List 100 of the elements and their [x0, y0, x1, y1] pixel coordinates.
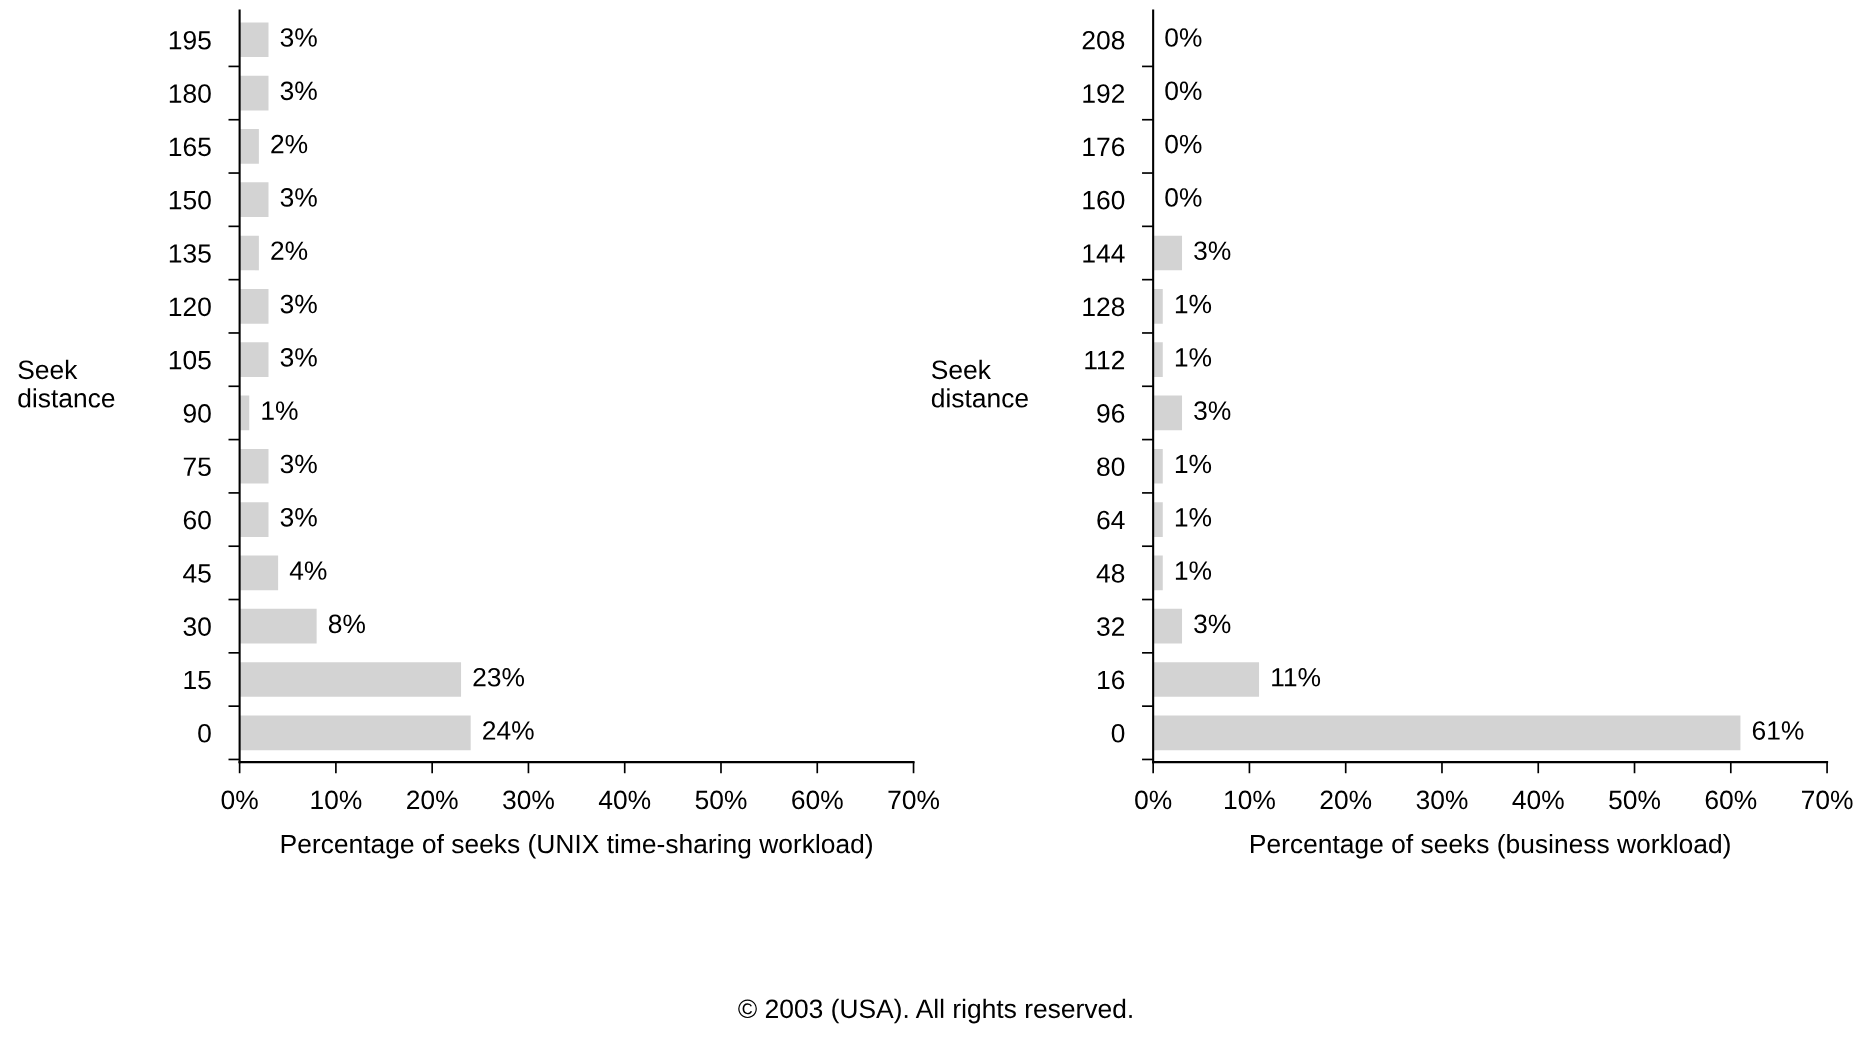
data-label: 11% [1272, 668, 1321, 687]
bar [1153, 288, 1163, 324]
y-tick-label: 16 [1098, 670, 1125, 690]
data-label: 8% [328, 614, 365, 634]
bar [239, 448, 269, 484]
y-tick-label: 15 [184, 670, 211, 690]
x-tick-label: 50% [695, 790, 747, 810]
y-tick-label: 208 [1082, 30, 1125, 50]
data-label: 23% [473, 667, 525, 687]
bar [239, 129, 259, 164]
data-label: 24% [483, 721, 534, 740]
y-tick-label: 128 [1083, 297, 1125, 317]
data-label: 3% [280, 454, 317, 474]
x-tick-label: 10% [311, 790, 362, 810]
y-tick-label: 75 [183, 457, 211, 477]
data-label: 0% [1165, 81, 1202, 101]
data-label: 3% [280, 188, 317, 207]
x-tick-label: 70% [1802, 790, 1853, 810]
data-label: 1% [1175, 454, 1212, 474]
bar [1153, 715, 1741, 751]
y-tick-label: 135 [169, 244, 211, 263]
y-tick-label: 195 [169, 30, 211, 50]
bar [1153, 608, 1183, 644]
x-tick-label: 30% [503, 790, 554, 810]
bar [239, 715, 471, 751]
x-tick-label: 10% [1225, 790, 1275, 810]
bar [239, 288, 269, 324]
x-tick-label: 30% [1416, 790, 1468, 810]
x-tick-label: 60% [792, 790, 843, 810]
bar [239, 555, 279, 591]
y-tick-label: 176 [1083, 137, 1125, 157]
data-label: 1% [1175, 348, 1212, 367]
x-tick-label: 0% [221, 790, 258, 810]
y-tick-label: 120 [169, 297, 211, 317]
data-label: 3% [280, 348, 317, 367]
y-axis-title: Seek distance [18, 359, 115, 408]
x-tick-label: 20% [1320, 790, 1372, 810]
x-axis-title: Percentage of seeks (UNIX time-sharing workload) [281, 833, 872, 859]
y-tick-label: 45 [183, 564, 211, 583]
y-tick-label: 48 [1096, 564, 1125, 583]
data-label: 3% [280, 28, 317, 47]
x-tick-label: 0% [1135, 790, 1172, 810]
data-label: 3% [280, 507, 317, 527]
data-label: 3% [280, 294, 317, 314]
y-tick-label: 165 [169, 137, 211, 157]
bar [1153, 448, 1163, 484]
y-axis-title: Seek distance [931, 359, 1028, 408]
data-label: 3% [1194, 241, 1231, 261]
data-label: 3% [280, 81, 317, 101]
x-tick-label: 60% [1705, 790, 1757, 810]
data-label: 0% [1165, 134, 1202, 154]
bar [1153, 662, 1260, 697]
x-tick-label: 50% [1609, 790, 1660, 810]
bar [1153, 235, 1183, 271]
y-tick-label: 160 [1083, 190, 1125, 210]
x-tick-label: 40% [598, 790, 651, 810]
y-tick-label: 80 [1097, 457, 1125, 477]
bar [239, 235, 259, 271]
data-label: 0% [1165, 28, 1202, 47]
bar [239, 75, 269, 111]
y-tick-label: 180 [169, 84, 211, 103]
y-tick-label: 90 [183, 404, 211, 423]
data-label: 1% [262, 401, 298, 420]
bar [1153, 342, 1163, 377]
bar [239, 182, 269, 218]
y-tick-label: 96 [1097, 404, 1125, 423]
bar [1153, 555, 1163, 591]
y-tick-label: 150 [169, 190, 211, 210]
bar [239, 342, 269, 377]
data-label: 61% [1752, 721, 1804, 740]
data-label: 2% [271, 241, 308, 260]
x-tick-label: 20% [407, 790, 458, 810]
y-tick-label: 112 [1085, 350, 1125, 370]
data-label: 2% [271, 134, 308, 154]
bar [239, 22, 269, 58]
bar [1153, 395, 1183, 431]
x-tick-label: 40% [1512, 790, 1564, 810]
x-tick-label: 70% [888, 790, 940, 810]
y-tick-label: 192 [1083, 84, 1125, 103]
y-tick-label: 64 [1097, 510, 1125, 530]
bar [239, 608, 317, 644]
data-label: 1% [1175, 294, 1212, 314]
data-label: 1% [1175, 508, 1212, 527]
text: © 2003 (USA). All rights reserved. [738, 998, 1132, 1024]
y-tick-label: 144 [1083, 244, 1125, 263]
y-tick-label: 32 [1097, 617, 1125, 636]
y-tick-label: 0 [198, 723, 211, 743]
data-label: 3% [1194, 401, 1231, 421]
bar [1153, 502, 1163, 537]
y-tick-label: 60 [183, 510, 211, 530]
x-axis-title: Percentage of seeks (business workload) [1251, 833, 1730, 859]
data-label: 1% [1175, 561, 1212, 580]
bar [239, 502, 269, 537]
data-label: 0% [1165, 188, 1202, 207]
y-tick-label: 105 [169, 350, 211, 370]
bar [239, 662, 462, 697]
y-tick-label: 0 [1111, 723, 1125, 743]
data-label: 3% [1194, 614, 1231, 634]
data-label: 4% [289, 561, 327, 580]
y-tick-label: 30 [183, 617, 211, 636]
